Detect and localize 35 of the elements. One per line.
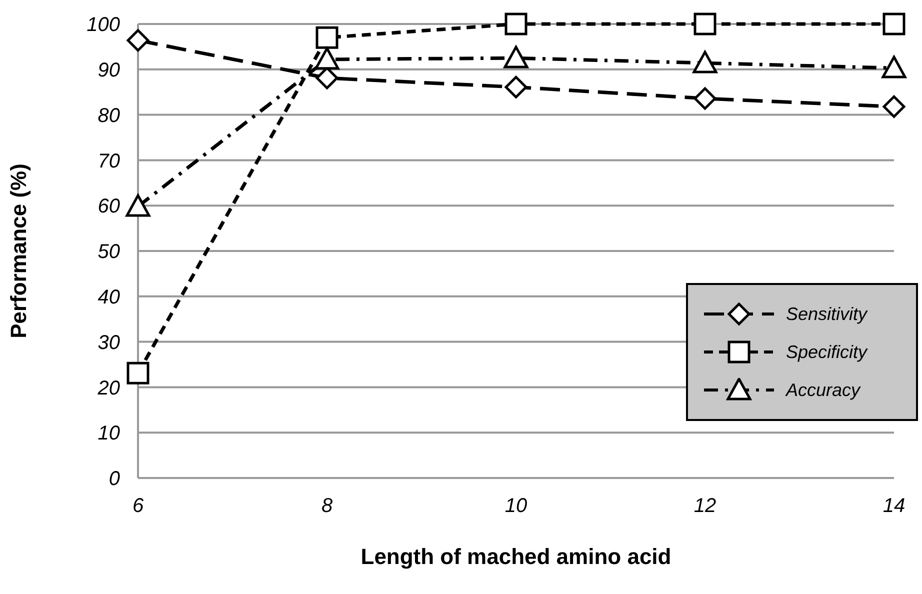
y-tick-label: 90	[98, 60, 120, 82]
point	[882, 56, 906, 78]
y-tick-label: 60	[98, 196, 120, 218]
point	[314, 47, 340, 70]
x-tick-label: 8	[321, 495, 333, 518]
y-tick-label: 20	[96, 377, 120, 400]
y-tick-label: 30	[98, 332, 120, 354]
point	[692, 50, 718, 74]
y-tick-label: 10	[98, 422, 120, 445]
x-tick-label: 14	[882, 495, 906, 518]
y-tick-label: 40	[98, 286, 120, 308]
point	[694, 87, 716, 110]
point	[504, 76, 528, 98]
point	[126, 29, 150, 52]
x-tick-label: 6	[132, 495, 144, 518]
y-tick-label: 0	[108, 468, 120, 490]
point	[882, 95, 906, 118]
y-tick-label: 100	[86, 14, 120, 36]
y-axis-title: Performance (%)	[6, 164, 31, 338]
x-axis-title: Length of mached amino acid	[360, 544, 672, 569]
point	[882, 12, 906, 36]
point	[504, 46, 528, 68]
y-tick-label: 80	[98, 104, 120, 127]
y-tick-label: 70	[98, 150, 120, 172]
point	[504, 12, 528, 36]
point	[126, 362, 150, 384]
point	[126, 194, 150, 217]
point	[316, 26, 338, 49]
legend-label: Specificity	[786, 342, 868, 362]
legend-label: Sensitivity	[786, 304, 868, 324]
y-tick-label: 50	[98, 241, 120, 264]
point	[694, 12, 716, 36]
x-tick-label: 10	[504, 495, 528, 518]
legend-label: Accuracy	[786, 380, 860, 400]
x-tick-label: 12	[694, 495, 716, 518]
